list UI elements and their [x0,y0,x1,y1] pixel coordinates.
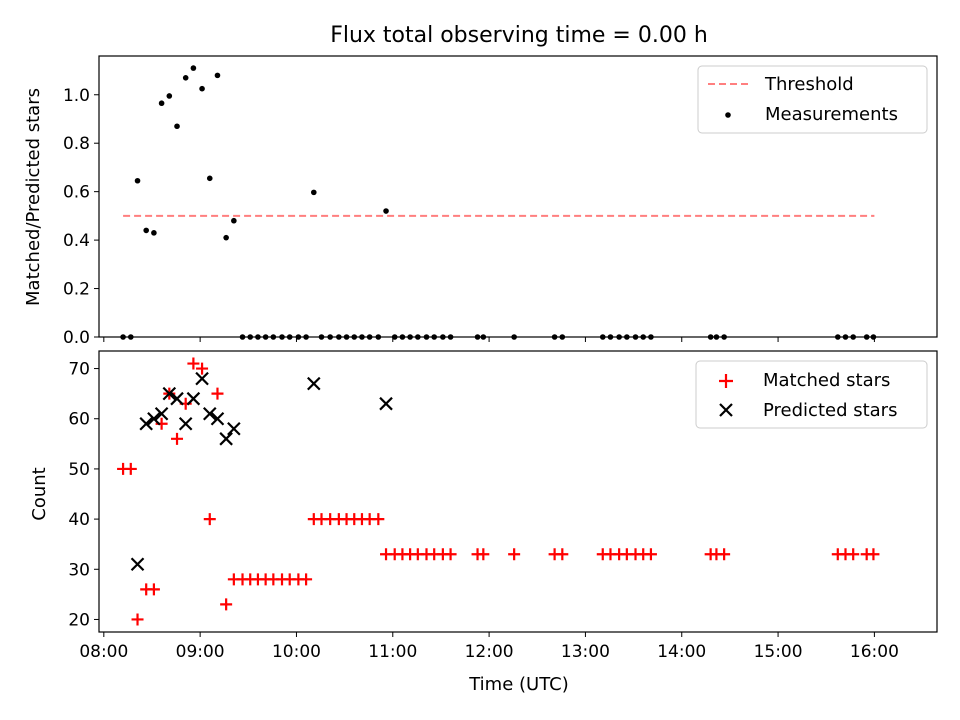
matched-star-marker [300,573,313,586]
measurement-point [214,72,221,79]
predicted-star-marker [227,421,241,436]
legend-predicted-swatch [719,403,733,417]
bottom-x-tick-label: 11:00 [368,642,417,662]
top-y-tick-label: 0.0 [63,328,90,348]
top-y-tick-label: 0.8 [63,134,90,154]
matched-star-marker [211,387,224,400]
matched-star-marker [124,462,137,475]
predicted-star-marker [147,411,161,426]
measurement-point [199,85,205,92]
bottom-y-ticks: 20 30 40 50 60 70 [68,360,99,630]
predicted-star-marker [130,557,145,572]
measurement-point [151,230,157,236]
bottom-x-tick-label: 08:00 [79,642,128,662]
measurement-point [158,100,165,107]
predicted-star-marker [154,406,169,421]
legend-measurements-label: Measurements [765,104,898,125]
bottom-y-tick-label: 30 [68,560,90,580]
measurement-point [143,227,149,234]
matched-star-marker [718,548,731,561]
bottom-x-ticks: 08:00 09:00 10:00 11:00 12:00 13:00 14:00 15:00… [79,632,899,662]
predicted-star-marker [195,371,209,386]
bottom-legend: Matched stars Predicted stars [695,360,928,429]
bottom-x-tick-label: 15:00 [754,642,803,662]
predicted-star-marker [202,406,217,421]
bottom-y-tick-label: 50 [68,460,90,480]
measurement-point [134,177,141,184]
predicted-star-marker [170,391,184,406]
matched-stars-layer [117,357,880,626]
predicted-star-marker [178,416,193,431]
bottom-y-axis-label: Count [29,467,50,520]
bottom-x-tick-label: 10:00 [272,642,321,662]
legend-matched-swatch [719,374,733,388]
matched-star-marker [644,548,657,561]
matched-star-marker [171,432,184,445]
predicted-star-marker [210,411,225,426]
bottom-x-tick-label: 09:00 [176,642,225,662]
matched-star-marker [187,357,200,370]
top-y-tick-label: 0.4 [63,231,90,251]
predicted-star-marker [186,391,201,406]
matched-star-marker [847,548,860,561]
matched-star-marker [556,548,569,561]
bottom-y-tick-label: 60 [68,410,90,430]
chart-title: Flux total observing time = 0.00 h [330,23,708,48]
top-axes-frame [98,55,938,338]
legend-measurements-swatch [725,112,731,118]
predicted-star-marker [139,416,153,431]
top-y-tick-label: 0.2 [63,280,90,300]
matched-star-marker [508,548,521,561]
top-legend: Threshold Measurements [697,65,928,134]
x-axis-label: Time (UTC) [468,674,569,695]
matched-star-marker [477,548,490,561]
bottom-y-tick-label: 20 [68,610,90,630]
measurement-point [190,65,197,71]
measurement-point [206,175,213,182]
measurement-point [223,234,229,241]
measurement-point [166,93,173,99]
matched-star-marker [131,613,144,626]
matched-star-marker [867,548,880,561]
matched-star-marker [372,513,385,526]
matched-star-marker [147,583,160,596]
matched-star-marker [220,598,233,611]
predicted-star-marker [307,376,321,391]
legend-matched-label: Matched stars [763,370,890,391]
top-y-ticks: 0.0 0.2 0.4 0.6 0.8 1.0 [63,86,99,348]
top-y-axis-label: Matched/Predicted stars [23,88,44,306]
bottom-x-tick-label: 12:00 [465,642,514,662]
top-panel: 0.0 0.2 0.4 0.6 0.8 1.0 Matched/Predicted sta… [23,55,938,348]
matched-star-marker [196,362,209,375]
top-x-ticks [103,337,875,342]
legend-threshold-label: Threshold [764,74,854,95]
matched-star-marker [444,548,457,561]
measurement-point [174,123,180,130]
top-legend-box [697,65,928,134]
legend-predicted-label: Predicted stars [763,400,897,421]
bottom-y-tick-label: 70 [68,360,90,380]
predicted-star-marker [219,432,233,446]
measurement-point [383,208,389,214]
bottom-legend-box [695,360,928,429]
bottom-x-tick-label: 14:00 [657,642,706,662]
predicted-star-marker [162,386,177,401]
measurement-point [310,189,317,196]
bottom-panel: 20 30 40 50 60 70 08:00 09:00 10:00 11:00 12:00 13… [29,350,938,695]
top-y-tick-label: 0.6 [63,183,90,203]
matched-star-marker [203,513,216,526]
predicted-stars-layer [130,371,393,572]
bottom-x-tick-label: 16:00 [850,642,899,662]
predicted-star-marker [379,396,393,411]
bottom-x-tick-label: 13:00 [561,642,610,662]
top-y-tick-label: 1.0 [63,86,90,106]
measurement-point [231,217,237,224]
measurement-point [182,75,189,81]
bottom-axes-frame [98,350,938,633]
bottom-y-tick-label: 40 [68,510,90,530]
